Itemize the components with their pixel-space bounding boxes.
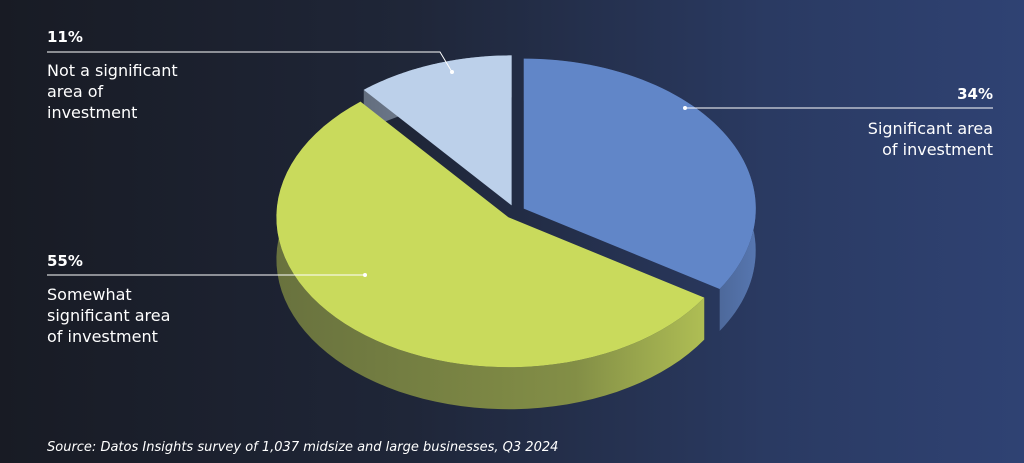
- value-label: 34%: [957, 85, 993, 103]
- source-note: Source: Datos Insights survey of 1,037 m…: [47, 440, 559, 455]
- leader-dot: [683, 106, 687, 110]
- category-label: Significant area of investment: [867, 119, 993, 159]
- pie-slice: [276, 101, 705, 368]
- leader-dot: [363, 273, 367, 277]
- value-label: 55%: [47, 252, 83, 270]
- value-label: 11%: [47, 28, 83, 46]
- pie-slice: [523, 58, 756, 290]
- category-label: Somewhat significant area of investment: [47, 285, 171, 346]
- category-label: Not a significant area of investment: [47, 61, 178, 122]
- pie-slice: [363, 55, 512, 206]
- leader-line: [47, 51, 453, 73]
- leader-dot: [450, 70, 454, 74]
